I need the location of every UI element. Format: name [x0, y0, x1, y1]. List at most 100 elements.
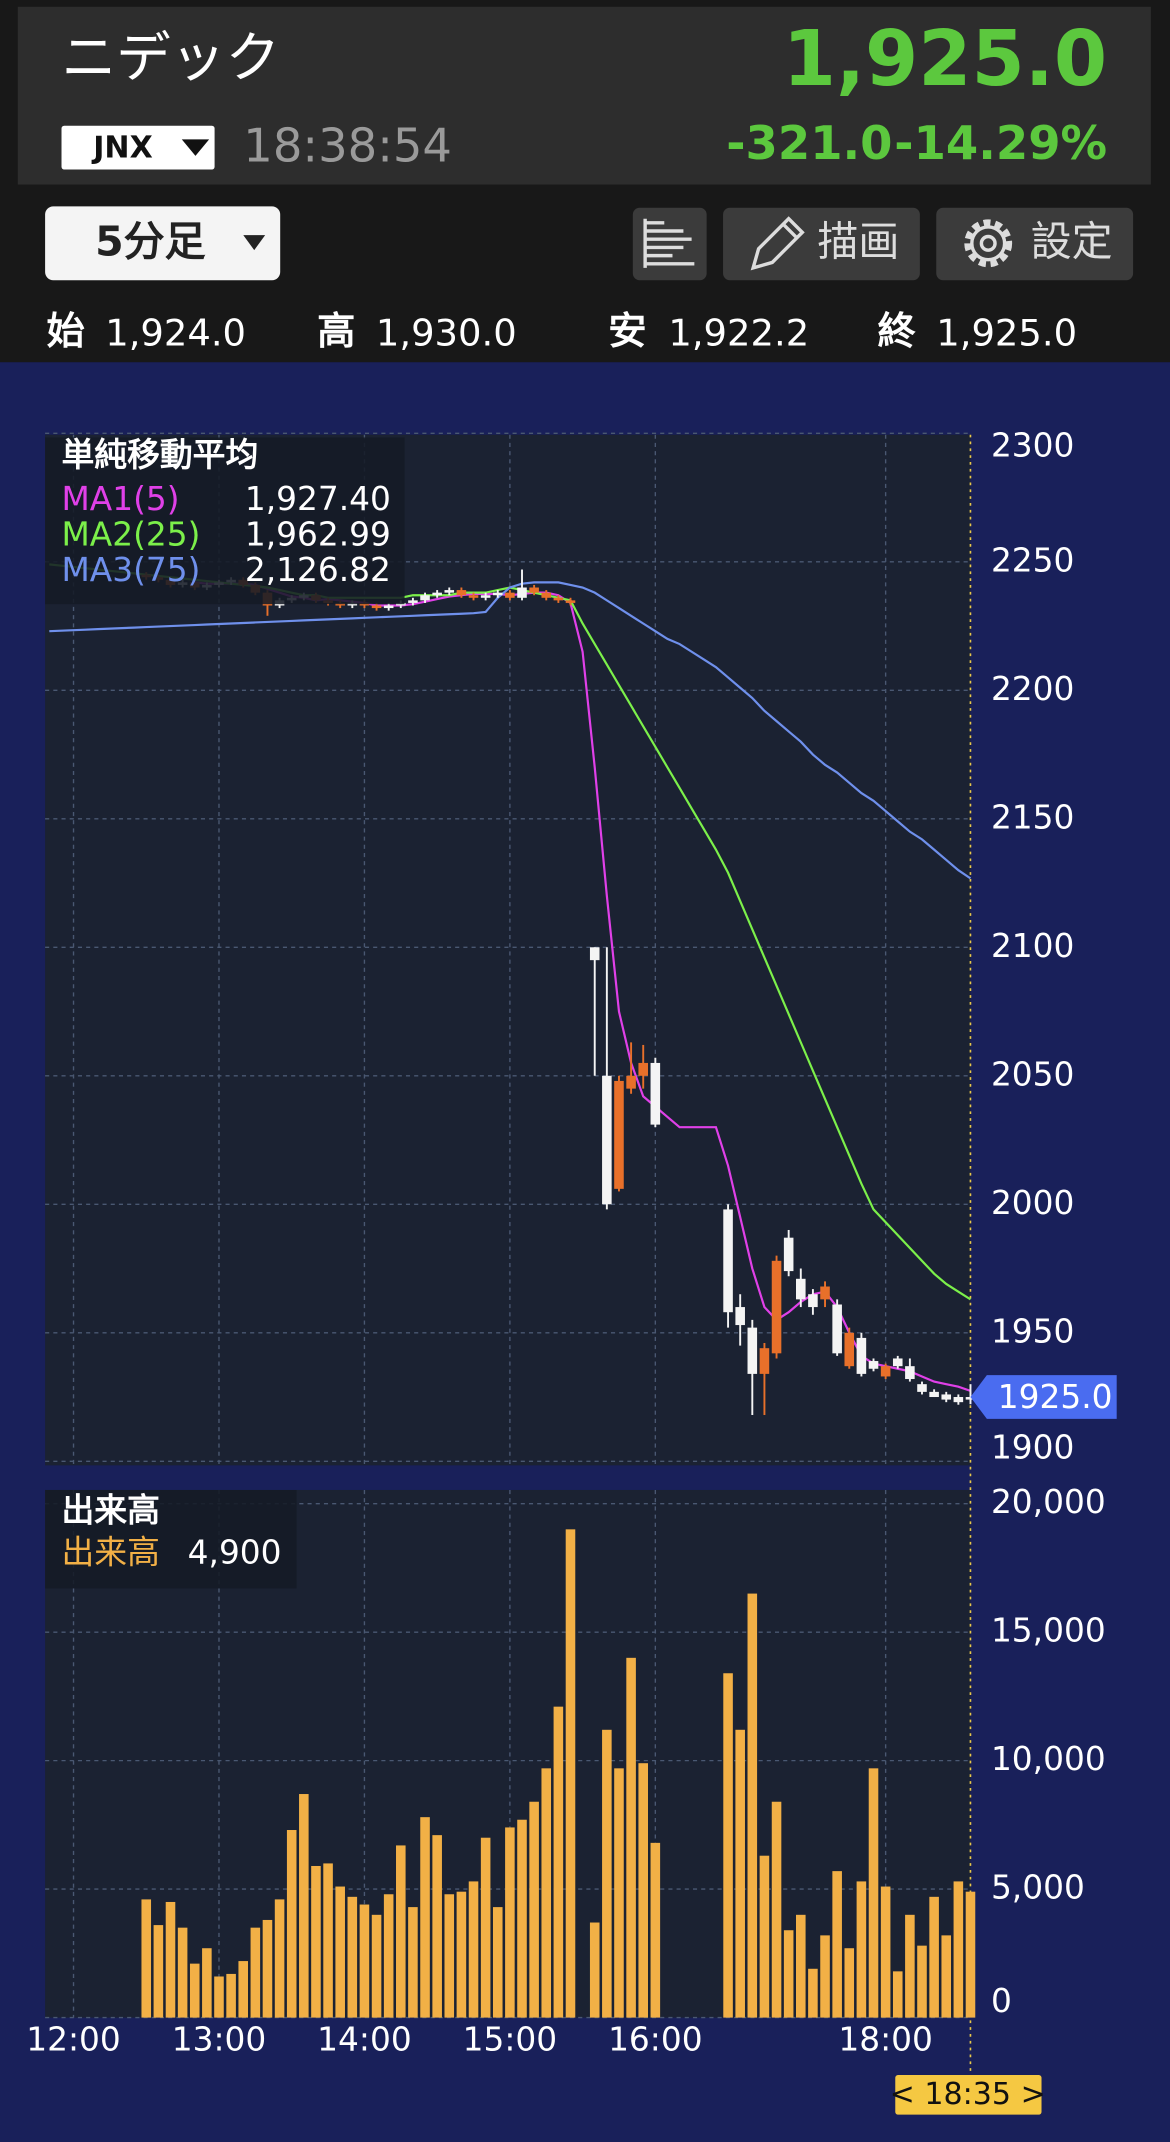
candle-body — [905, 1366, 915, 1380]
x-tick-label: 15:00 — [463, 2020, 558, 2058]
candle-body — [589, 947, 600, 961]
y-tick-label: 2000 — [991, 1184, 1074, 1222]
volume-bar — [723, 1673, 733, 2018]
legend-entry: MA3(75) — [62, 551, 201, 589]
volume-bar — [165, 1901, 176, 2018]
y-tick-label: 20,000 — [991, 1483, 1106, 1521]
market[interactable]: JNX — [91, 130, 153, 165]
ohlc-label: 安 — [608, 309, 646, 354]
candle-body — [796, 1278, 806, 1300]
volume-bar — [553, 1706, 564, 2018]
volume-bar — [832, 1871, 842, 2018]
volume-bar — [420, 1817, 430, 2018]
candle-body — [359, 602, 370, 606]
candle-body — [747, 1327, 758, 1374]
volume-bar — [226, 1973, 236, 2018]
gear-hub — [979, 234, 997, 252]
candle-body — [723, 1209, 733, 1313]
volume-bar — [323, 1863, 333, 2018]
volume-bar — [941, 1935, 952, 2018]
volume-bar — [444, 1894, 455, 2018]
volume-bar — [250, 1927, 261, 2018]
ma-legend-box — [45, 437, 405, 605]
change: -321.0 — [726, 116, 892, 170]
volume-bar — [274, 1899, 285, 2018]
ma-line — [49, 581, 972, 880]
interval-box[interactable] — [45, 206, 281, 281]
time-tag-box — [895, 2075, 1042, 2115]
volume-bar — [505, 1827, 515, 2018]
y-tick-label: 10,000 — [991, 1740, 1106, 1778]
volume-bar — [614, 1768, 624, 2018]
x-tick-label: 16:00 — [608, 2020, 703, 2058]
y-tick-label: 2300 — [991, 426, 1074, 464]
candle-body — [650, 1062, 661, 1125]
candle-body — [347, 602, 358, 606]
volume-bar — [844, 1948, 855, 2018]
ohlc-value: 1,922.2 — [668, 311, 809, 354]
volume-bar — [189, 1963, 200, 2018]
quote-time: 18:38:54 — [243, 118, 452, 172]
volume-bar — [177, 1927, 188, 2018]
volume-bar — [408, 1907, 418, 2018]
volume-bar — [905, 1914, 915, 2018]
chart-layer: 1900 1950 2000 2050 2100 2150 2200 2250 2300 0 5,0… — [26, 426, 1117, 2115]
candle-body — [929, 1391, 939, 1398]
legend-title: 単純移動平均 — [62, 436, 259, 474]
icon — [643, 218, 695, 268]
x-tick-label: 13:00 — [172, 2020, 267, 2058]
volume-bar — [359, 1904, 370, 2018]
candle-body — [383, 605, 394, 609]
legend-layer: 単純移動平均 MA1(5) 1,927.40 MA2(25) 1,962.99 … — [45, 436, 405, 1589]
candle-body — [614, 1080, 624, 1189]
dropdown-arrow — [243, 235, 266, 251]
candle-body — [892, 1358, 903, 1367]
price-tag-label: 1925.0 — [998, 1378, 1113, 1416]
candle-body — [638, 1062, 648, 1076]
volume-bar — [820, 1935, 830, 2018]
time-tag: < 18:35 > — [890, 2077, 1046, 2112]
settings-button[interactable]: 設定 — [936, 207, 1134, 281]
candle-body — [492, 592, 503, 596]
market-select[interactable]: JNX — [61, 125, 215, 170]
candle-body — [505, 592, 515, 598]
gear-ring — [970, 225, 1007, 262]
candle-body — [832, 1304, 842, 1354]
volume-bar — [796, 1914, 806, 2018]
stock-name: ニデック — [62, 26, 281, 90]
candle-body — [917, 1384, 927, 1392]
candle-body — [456, 590, 467, 596]
ohlc-value: 1,924.0 — [105, 311, 246, 354]
legend-value: 2,126.82 — [245, 551, 391, 589]
y-tick-label: 5,000 — [991, 1869, 1085, 1907]
volume-bar — [286, 1830, 297, 2018]
x-tick-label: 12:00 — [26, 2020, 121, 2058]
interval-select[interactable]: 5分足 — [45, 206, 281, 281]
volume-bar — [299, 1794, 309, 2018]
volume-bar — [880, 1886, 891, 2018]
volume-bar — [347, 1896, 358, 2018]
interval[interactable]: 5分足 — [95, 218, 206, 266]
ohlc-value: 1,925.0 — [936, 311, 1077, 354]
indicator-button[interactable] — [632, 207, 707, 281]
y-tick-label: 2150 — [991, 798, 1074, 836]
draw-button[interactable]: 描画 — [723, 207, 920, 281]
volume-bar — [602, 1729, 612, 2018]
legend-entry: MA2(25) — [62, 515, 201, 553]
volume-bar — [638, 1763, 648, 2018]
candle-body — [420, 595, 430, 601]
draw-label[interactable]: 描画 — [817, 218, 899, 266]
market-box[interactable] — [61, 125, 215, 170]
volume-bar — [371, 1914, 382, 2018]
candle-body — [408, 600, 418, 603]
legend-entry: MA1(5) — [62, 480, 180, 518]
y-tick-label: 2100 — [991, 927, 1074, 965]
settings-label[interactable]: 設定 — [1031, 218, 1113, 266]
volume-bar — [383, 1894, 394, 2018]
candle-body — [517, 587, 527, 598]
volume-bar — [202, 1948, 212, 2018]
y-tick-label: 15,000 — [991, 1612, 1106, 1650]
volume-bar — [480, 1837, 491, 2018]
volume-bar — [808, 1968, 818, 2018]
